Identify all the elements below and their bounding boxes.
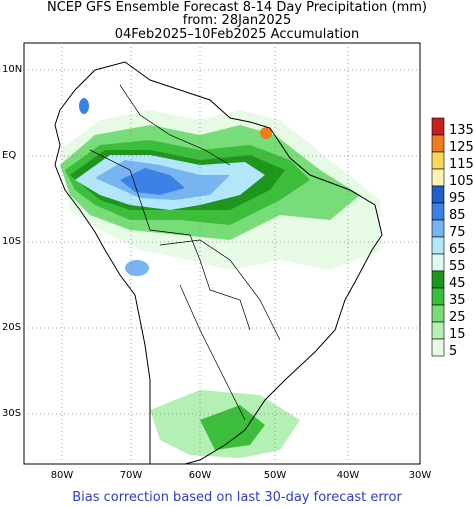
colombia-core <box>79 98 89 114</box>
map-title-line-1: NCEP GFS Ensemble Forecast 8-14 Day Prec… <box>46 0 427 15</box>
legend-label-135: 135 <box>449 123 474 138</box>
country-borders <box>89 84 281 421</box>
lat-label-20s: 20S <box>2 322 22 333</box>
lat-label-eq: EQ <box>2 150 17 161</box>
lat-label-10n: 10N <box>2 64 23 75</box>
amazon-mouth-core <box>260 127 272 139</box>
lon-label-70w: 70W <box>119 470 143 481</box>
legend-label-35: 35 <box>449 293 466 308</box>
legend-label-85: 85 <box>449 208 466 223</box>
lat-label-10s: 10S <box>2 236 22 247</box>
legend-label-125: 125 <box>449 140 474 155</box>
map-title-line-2: from: 28Jan2025 <box>182 13 292 28</box>
legend-label-5: 5 <box>449 344 458 359</box>
legend-label-55: 55 <box>449 259 466 274</box>
legend-label-45: 45 <box>449 276 466 291</box>
legend-label-95: 95 <box>449 191 466 206</box>
south-america-coastline <box>54 61 383 465</box>
lon-label-30w: 30W <box>408 470 432 481</box>
lon-label-40w: 40W <box>336 470 360 481</box>
legend-label-105: 105 <box>449 174 474 189</box>
lon-label-50w: 50W <box>263 470 287 481</box>
legend-label-15: 15 <box>449 327 466 342</box>
bias-correction-note: Bias correction based on last 30-day for… <box>72 490 402 505</box>
map-title-line-3: 04Feb2025–10Feb2025 Accumulation <box>114 27 360 42</box>
uruguay-green-region <box>200 405 265 450</box>
legend-label-25: 25 <box>449 310 466 325</box>
legend-label-65: 65 <box>449 242 466 257</box>
legend-label-75: 75 <box>449 225 466 240</box>
lon-label-80w: 80W <box>50 470 74 481</box>
lon-label-60w: 60W <box>188 470 212 481</box>
precip-shading <box>60 98 380 458</box>
legend-label-115: 115 <box>449 157 474 172</box>
lat-label-30s: 30S <box>2 408 22 419</box>
peru-core <box>125 260 149 276</box>
